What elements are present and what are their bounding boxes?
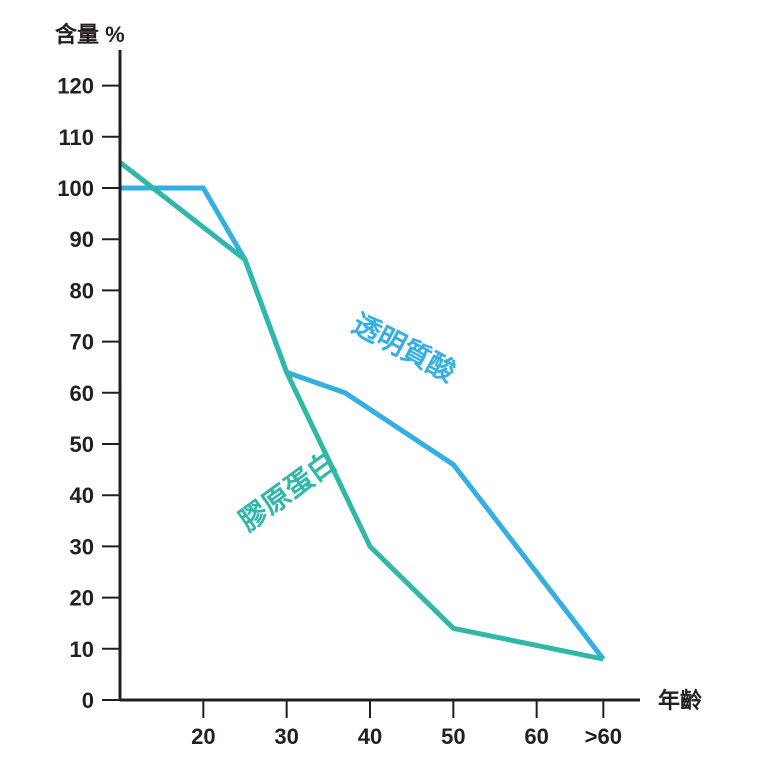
y-tick-label: 0 <box>82 688 94 713</box>
y-tick-label: 80 <box>70 278 94 303</box>
x-tick-label: 30 <box>274 724 298 749</box>
x-tick-label: 40 <box>358 724 382 749</box>
y-tick-label: 50 <box>70 432 94 457</box>
y-tick-label: 110 <box>59 125 95 150</box>
y-tick-label: 120 <box>57 74 94 99</box>
x-tick-label: 20 <box>191 724 215 749</box>
y-tick-label: 70 <box>70 330 94 355</box>
line-chart: 0 10 20 30 40 50 60 70 80 90 100 110 120 20 30 40 50 60 >6… <box>0 0 768 777</box>
chart-background <box>0 0 768 777</box>
y-axis-title: 含量 % <box>55 22 125 47</box>
chart-container: 0 10 20 30 40 50 60 70 80 90 100 110 120 20 30 40 50 60 >6… <box>0 0 768 777</box>
x-axis-title: 年齡 <box>658 688 702 713</box>
y-tick-label: 100 <box>57 176 94 201</box>
y-tick-label: 10 <box>70 637 94 662</box>
x-tick-label: 50 <box>441 724 465 749</box>
x-tick-label: >60 <box>585 724 622 749</box>
y-tick-label: 90 <box>70 227 94 252</box>
y-tick-label: 30 <box>70 534 94 559</box>
y-tick-label: 40 <box>70 483 94 508</box>
y-tick-label: 20 <box>70 586 94 611</box>
y-tick-label: 60 <box>70 381 94 406</box>
x-tick-label: 60 <box>524 724 548 749</box>
